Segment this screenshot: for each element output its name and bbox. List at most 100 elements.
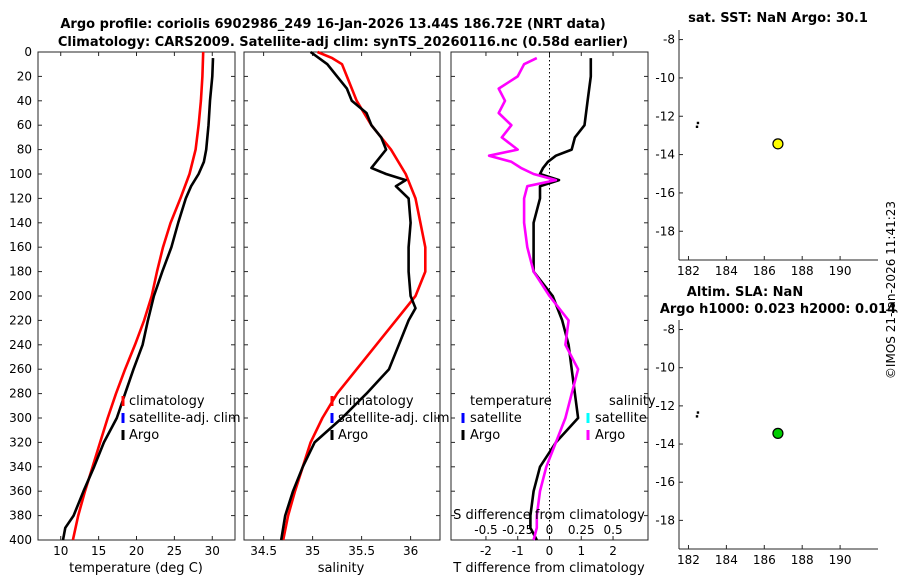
map-x-tick-label: 182 — [677, 553, 700, 567]
previous-position-marker — [695, 415, 699, 418]
top-axis-label: S difference from climatology — [453, 508, 645, 523]
series-line-climatology — [281, 50, 427, 541]
y-tick-label: 400 — [9, 533, 32, 547]
x-tick-label: 35 — [305, 544, 320, 558]
top-x-tick-label: 0 — [546, 523, 554, 537]
map-x-tick-label: 188 — [791, 553, 814, 567]
top-x-tick-label: 0.25 — [568, 523, 595, 537]
map-y-tick-label: -8 — [663, 323, 675, 337]
map-y-tick-label: -12 — [655, 399, 675, 413]
y-tick-label: 320 — [9, 435, 32, 449]
x-tick-label: -2 — [480, 544, 492, 558]
y-tick-label: 120 — [9, 191, 32, 205]
y-tick-label: 240 — [9, 338, 32, 352]
y-tick-label: 180 — [9, 265, 32, 279]
argo-position-marker — [772, 138, 784, 150]
map-y-tick-label: -12 — [655, 109, 675, 123]
x-tick-label: -1 — [512, 544, 524, 558]
legend-label: climatology — [338, 394, 414, 409]
x-tick-label: 30 — [205, 544, 220, 558]
series-line-argo — [61, 58, 215, 541]
argo-position-marker — [772, 427, 784, 439]
x-tick-label: 34.5 — [250, 544, 277, 558]
legend-label: Argo — [595, 428, 625, 443]
y-tick-label: 40 — [17, 94, 32, 108]
y-tick-label: 80 — [17, 143, 32, 157]
y-tick-label: 60 — [17, 118, 32, 132]
legend-label: satellite — [470, 411, 522, 426]
map-y-tick-label: -16 — [655, 475, 675, 489]
map-y-tick-label: -18 — [655, 513, 675, 527]
series-line-argo-salinity-difference — [487, 56, 580, 541]
map-y-tick-label: -14 — [655, 437, 675, 451]
y-tick-label: 340 — [9, 460, 32, 474]
y-tick-label: 280 — [9, 387, 32, 401]
x-tick-label: 1 — [577, 544, 585, 558]
map-y-tick-label: -14 — [655, 148, 675, 162]
y-tick-label: 260 — [9, 362, 32, 376]
x-tick-label: 0 — [546, 544, 554, 558]
y-tick-label: 160 — [9, 240, 32, 254]
salinity-panel: 34.5 35 35.5 36 climatology satellite-adj. cl… — [243, 50, 450, 558]
salinity-axis-label: salinity — [318, 561, 365, 576]
map-x-tick-label: 184 — [715, 264, 738, 278]
sst-map-title: sat. SST: NaN Argo: 30.1 — [688, 11, 868, 26]
legend-header: salinity — [609, 394, 656, 409]
y-tick-label: 360 — [9, 484, 32, 498]
x-tick-label: 36 — [403, 544, 418, 558]
x-tick-label: 10 — [53, 544, 68, 558]
map-x-tick-label: 184 — [715, 553, 738, 567]
sla-map-title-line1: Altim. SLA: NaN — [687, 285, 803, 300]
map-y-tick-label: -10 — [655, 361, 675, 375]
map-x-tick-label: 186 — [753, 553, 776, 567]
legend-label: satellite-adj. clim — [129, 411, 241, 426]
series-line-climatology — [71, 51, 205, 541]
sla-map-panel: 182 184 186 188 190 -8 -10 -12 -14 -16 -18 — [655, 320, 878, 567]
x-tick-label: 25 — [167, 544, 182, 558]
legend-label: Argo — [338, 428, 368, 443]
previous-position-marker — [696, 411, 700, 414]
map-x-tick-label: 182 — [677, 264, 700, 278]
y-tick-label: 380 — [9, 509, 32, 523]
sla-map-title-line2: Argo h1000: 0.023 h2000: 0.014 — [660, 302, 896, 317]
top-x-tick-label: -0.5 — [474, 523, 497, 537]
top-x-tick-label: -0.25 — [502, 523, 533, 537]
figure-title-line1: Argo profile: coriolis 6902986_249 16-Ja… — [60, 17, 605, 32]
series-line-argo — [279, 50, 417, 541]
x-tick-label: 15 — [91, 544, 106, 558]
map-y-tick-label: -18 — [655, 224, 675, 238]
figure-title-line2: Climatology: CARS2009. Satellite-adj cli… — [58, 35, 628, 50]
y-tick-label: 300 — [9, 411, 32, 425]
x-tick-label: 2 — [609, 544, 617, 558]
y-tick-label: 0 — [24, 45, 32, 59]
legend-label: Argo — [470, 428, 500, 443]
legend-label: satellite-adj. clim — [338, 411, 450, 426]
map-x-tick-label: 188 — [791, 264, 814, 278]
series-line-argo-temperature-difference — [529, 58, 593, 541]
map-y-tick-label: -10 — [655, 71, 675, 85]
map-x-tick-label: 190 — [829, 264, 852, 278]
t-difference-axis-label: T difference from climatology — [452, 561, 645, 576]
x-tick-label: 35.5 — [348, 544, 375, 558]
x-tick-label: 20 — [129, 544, 144, 558]
temperature-axes-box — [37, 51, 236, 541]
sst-map-panel: 182 184 186 188 190 -8 -10 -12 -14 -16 -18 — [655, 30, 878, 278]
y-tick-label: 140 — [9, 216, 32, 230]
temperature-panel: 10 15 20 25 30020406080100120140160180200220… — [9, 45, 241, 558]
y-tick-label: 100 — [9, 167, 32, 181]
difference-panel: -2 -1 0 1 2 S difference from climatology-0.5… — [450, 51, 656, 558]
map-x-tick-label: 186 — [753, 264, 776, 278]
legend-header: temperature — [470, 394, 552, 409]
imos-timestamp: ©IMOS 21-Jan-2026 11:41:23 — [884, 201, 898, 379]
y-tick-label: 200 — [9, 289, 32, 303]
previous-position-marker — [696, 121, 700, 125]
legend-label: Argo — [129, 428, 159, 443]
temperature-axis-label: temperature (deg C) — [69, 561, 203, 576]
y-tick-label: 20 — [17, 69, 32, 83]
map-y-tick-label: -16 — [655, 186, 675, 200]
top-x-tick-label: 0.5 — [604, 523, 623, 537]
legend-label: satellite — [595, 411, 647, 426]
legend-label: climatology — [129, 394, 205, 409]
map-y-tick-label: -8 — [663, 33, 675, 47]
